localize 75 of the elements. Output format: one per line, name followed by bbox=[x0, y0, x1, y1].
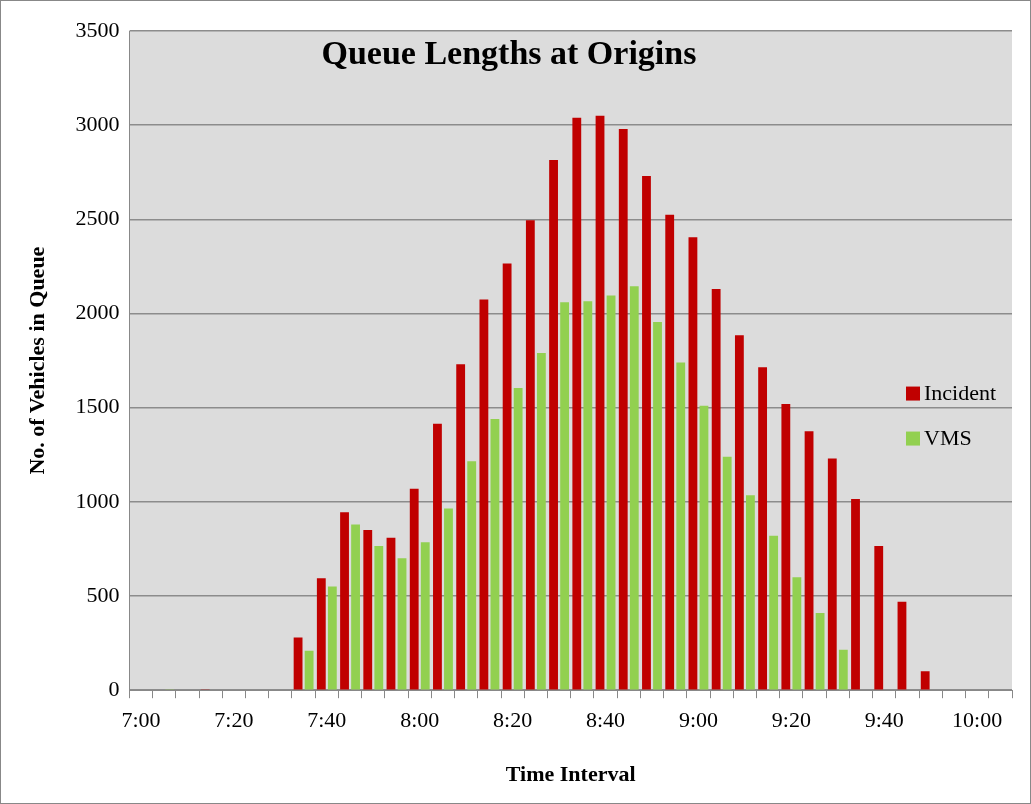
y-tick-label: 2000 bbox=[75, 299, 120, 325]
bar bbox=[560, 302, 570, 690]
bar bbox=[479, 299, 489, 690]
y-axis-title: No. of Vehicles in Queue bbox=[23, 246, 49, 475]
bar bbox=[758, 367, 768, 690]
chart-title: Queue Lengths at Origins bbox=[321, 33, 697, 71]
bar bbox=[409, 488, 419, 690]
x-tick-label: 8:40 bbox=[585, 707, 626, 733]
bar bbox=[433, 423, 442, 690]
bar bbox=[874, 546, 884, 690]
bar bbox=[304, 650, 314, 690]
bar bbox=[536, 353, 546, 690]
bar bbox=[711, 289, 721, 690]
bar bbox=[920, 671, 930, 690]
bar bbox=[467, 461, 477, 690]
x-tick-label: 7:00 bbox=[121, 707, 161, 733]
bar bbox=[595, 115, 605, 690]
bar bbox=[525, 220, 535, 690]
x-tick-label: 8:00 bbox=[400, 707, 440, 733]
bar bbox=[444, 508, 453, 690]
bar bbox=[897, 601, 907, 690]
bar bbox=[513, 387, 523, 690]
x-tick-label: 9:20 bbox=[771, 707, 811, 733]
bar bbox=[374, 546, 384, 690]
bar bbox=[781, 403, 791, 690]
bar bbox=[734, 335, 744, 690]
y-tick-label: 1500 bbox=[75, 393, 120, 419]
x-tick-label: 9:40 bbox=[864, 707, 904, 733]
bar bbox=[327, 586, 337, 690]
legend-label: VMS bbox=[924, 425, 972, 451]
bar bbox=[549, 160, 558, 690]
bar bbox=[769, 535, 779, 690]
bar bbox=[583, 301, 593, 690]
bar bbox=[363, 530, 373, 690]
bar bbox=[792, 577, 802, 690]
bar bbox=[618, 128, 628, 690]
bar bbox=[653, 321, 662, 690]
x-tick-label: 7:20 bbox=[214, 707, 254, 733]
bar bbox=[699, 405, 709, 690]
x-tick-label: 9:00 bbox=[678, 707, 719, 733]
bar bbox=[746, 495, 755, 690]
bar bbox=[827, 458, 837, 690]
bar bbox=[851, 499, 860, 690]
bar bbox=[572, 117, 582, 690]
x-tick-label: 7:40 bbox=[307, 707, 347, 733]
y-tick-label: 3500 bbox=[75, 16, 120, 42]
bar bbox=[676, 362, 686, 690]
legend-label: Incident bbox=[924, 380, 997, 406]
bar bbox=[502, 263, 512, 690]
bar bbox=[629, 286, 639, 690]
y-tick-label: 1000 bbox=[75, 487, 120, 513]
y-tick-label: 500 bbox=[86, 581, 120, 607]
bar bbox=[722, 456, 732, 690]
bar bbox=[456, 364, 466, 690]
bar bbox=[490, 418, 500, 690]
bar bbox=[293, 637, 303, 690]
bar bbox=[688, 237, 698, 690]
y-tick-label: 2500 bbox=[75, 205, 120, 231]
bar bbox=[815, 612, 825, 690]
bar bbox=[351, 524, 360, 690]
bar bbox=[386, 537, 396, 690]
bar bbox=[397, 558, 407, 690]
bar bbox=[642, 176, 651, 690]
bar bbox=[838, 649, 848, 690]
x-tick-label: 8:20 bbox=[493, 707, 533, 733]
bar bbox=[316, 578, 326, 690]
bar bbox=[665, 214, 675, 690]
x-tick-label: 10:00 bbox=[952, 707, 1003, 733]
x-axis-title: Time Interval bbox=[505, 761, 636, 787]
bar bbox=[606, 295, 616, 690]
bar bbox=[340, 512, 349, 690]
y-tick-label: 0 bbox=[108, 675, 120, 701]
y-tick-label: 3000 bbox=[75, 110, 120, 136]
bar bbox=[804, 431, 814, 690]
bar bbox=[420, 542, 430, 690]
